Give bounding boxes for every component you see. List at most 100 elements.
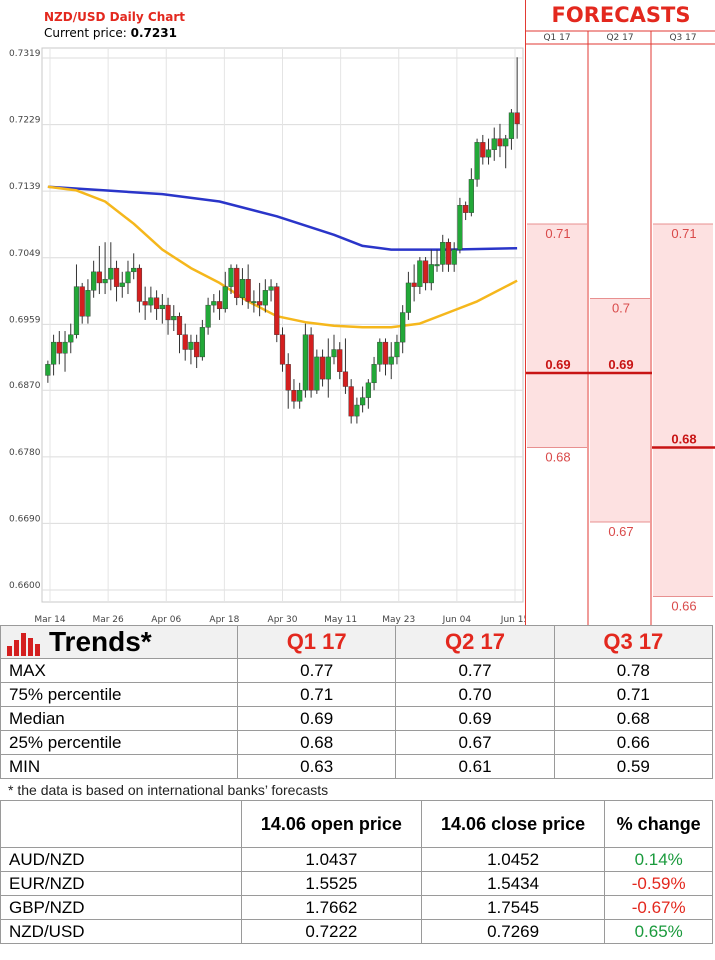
table-row: EUR/NZD 1.5525 1.5434 -0.59% (0, 871, 713, 896)
candle-body (291, 390, 297, 402)
candle-body (91, 271, 97, 291)
candle-body (354, 404, 360, 417)
cell-value: 0.68 (236, 730, 397, 755)
trends-col-q2: Q2 17 (395, 625, 555, 659)
row-label: MAX (0, 658, 238, 683)
candle-body (400, 312, 406, 343)
candle-body (371, 364, 377, 384)
fx-table: 14.06 open price 14.06 close price % cha… (0, 800, 713, 944)
table-row: AUD/NZD 1.0437 1.0452 0.14% (0, 847, 713, 872)
x-tick-label: Jun 15 (500, 615, 525, 625)
candle-body (348, 386, 354, 417)
pair-label: EUR/NZD (0, 871, 242, 896)
forecast-value-label: 0.71 (671, 226, 696, 241)
x-tick-label: Apr 30 (268, 615, 298, 625)
price-label: Current price: (44, 26, 127, 40)
row-label: MIN (0, 754, 238, 779)
candle-body (85, 290, 91, 317)
row-label: 25% percentile (0, 730, 238, 755)
y-tick-label: 0.6780 (9, 448, 41, 458)
forecast-panel: 0.71 0.69 0.68 0.7 0.69 0.67 0.71 0.68 0.66 FORE… (525, 0, 715, 625)
candle-body (239, 279, 246, 298)
forecast-value-label: 0.69 (545, 357, 570, 372)
x-tick-label: Mar 26 (92, 615, 124, 625)
change-value: 0.14% (604, 847, 713, 872)
trends-section: Trends* Q1 17 Q2 17 Q3 17 MAX 0.77 0.77 0.7… (0, 625, 714, 944)
cell-value: 0.78 (553, 658, 714, 683)
candle-body (245, 279, 251, 302)
candle-body (360, 397, 366, 406)
candle-body (148, 297, 154, 306)
table-row: MIN 0.63 0.61 0.59 (0, 754, 714, 779)
table-row: 75% percentile 0.71 0.70 0.71 (0, 682, 714, 707)
candle-body (388, 356, 394, 365)
candle-body (325, 356, 331, 380)
candle-body (194, 341, 200, 358)
x-tick-label: Apr 06 (151, 615, 181, 625)
candle-body (411, 282, 417, 287)
candle-body (382, 341, 389, 365)
candle-body (302, 334, 308, 391)
forecast-q1-label: Q1 17 (543, 33, 571, 43)
candle-body (108, 267, 114, 280)
open-price: 1.0437 (241, 847, 422, 872)
candle-body (56, 341, 62, 354)
candle-body (508, 112, 515, 139)
cell-value: 0.68 (553, 706, 714, 731)
bar-chart-icon (7, 633, 40, 656)
candle-body (125, 271, 131, 284)
open-price: 0.7222 (241, 919, 422, 944)
y-tick-label: 0.6959 (9, 315, 41, 325)
candle-body (491, 138, 497, 150)
candle-body (50, 341, 57, 365)
candle-body (440, 242, 446, 265)
fx-col-change: % change (604, 800, 713, 848)
candle-body (79, 286, 85, 317)
fx-header: 14.06 open price 14.06 close price % cha… (0, 800, 713, 848)
candle-body (428, 264, 434, 284)
candle-body (142, 301, 148, 306)
candle-body (474, 142, 480, 180)
forecast-value-label: 0.69 (608, 357, 633, 372)
candle-body (394, 341, 400, 358)
forecast-value-label: 0.7 (612, 301, 630, 316)
pair-label: AUD/NZD (0, 847, 242, 872)
y-tick-label: 0.7319 (9, 49, 41, 59)
y-tick-label: 0.7229 (9, 116, 41, 126)
y-tick-label: 0.6870 (9, 381, 41, 391)
candle-body (274, 286, 280, 335)
trends-col-q1: Q1 17 (236, 625, 397, 659)
close-price: 1.5434 (420, 871, 606, 896)
forecast-range-box (590, 298, 650, 522)
close-price: 0.7269 (420, 919, 606, 944)
cell-value: 0.66 (553, 730, 714, 755)
candle-body (331, 349, 337, 358)
y-tick-label: 0.7139 (9, 182, 41, 192)
candle-body (279, 334, 286, 365)
candle-body (468, 179, 474, 213)
change-value: 0.65% (604, 919, 713, 944)
candle-body (405, 282, 412, 313)
forecast-q2-label: Q2 17 (606, 33, 634, 43)
candle-body (45, 364, 51, 376)
x-tick-label: Jun 04 (442, 615, 472, 625)
x-tick-label: Mar 14 (34, 615, 66, 625)
forecast-range-box (653, 224, 713, 597)
candle-body (297, 390, 303, 402)
candle-body (480, 142, 486, 158)
candle-body (503, 138, 509, 147)
candle-body (113, 267, 120, 287)
close-price: 1.0452 (420, 847, 606, 872)
fx-header-blank (0, 800, 242, 848)
candle-body (422, 260, 429, 284)
candle-body (222, 286, 228, 310)
table-row: Median 0.69 0.69 0.68 (0, 706, 714, 731)
cell-value: 0.63 (236, 754, 397, 779)
candle-body (457, 205, 463, 250)
cell-value: 0.77 (236, 658, 397, 683)
change-value: -0.67% (604, 895, 713, 920)
candle-body (342, 371, 349, 387)
table-row: MAX 0.77 0.77 0.78 (0, 658, 714, 683)
fx-col-close: 14.06 close price (420, 800, 606, 848)
cell-value: 0.70 (395, 682, 555, 707)
